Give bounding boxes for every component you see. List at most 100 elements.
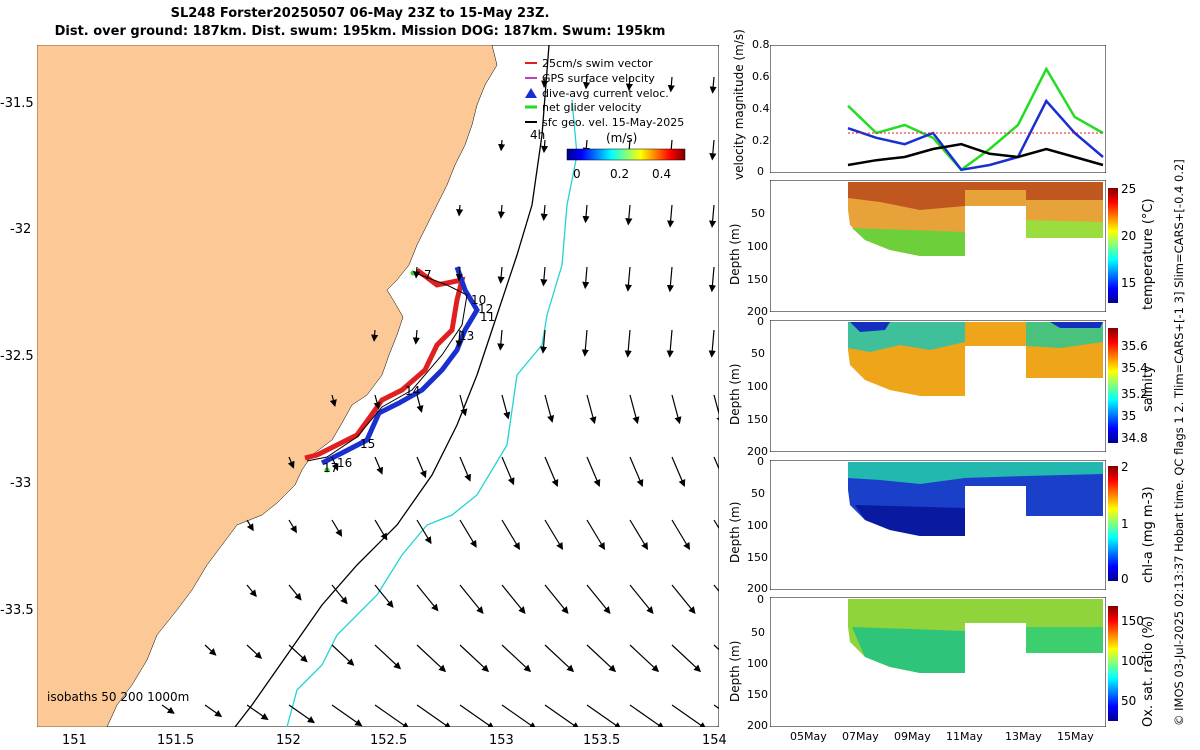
chl-label: chl-a (mg m-3) (1141, 486, 1156, 583)
oxygen-plot (770, 597, 1106, 727)
velocity-arrow (287, 456, 295, 469)
velocity-arrow (288, 644, 308, 663)
time-tick: 05May (790, 730, 827, 743)
velocity-arrow (456, 204, 464, 217)
velocity-arrow (544, 644, 575, 673)
lon-tick: 152.5 (370, 733, 408, 748)
depth-tick: 0 (757, 455, 764, 468)
legend-dive-marker (525, 88, 537, 98)
side-note: © IMOS 03-Jul-2025 02:13:37 Hobart time.… (1172, 159, 1186, 726)
velocity-arrow (586, 644, 617, 673)
legend-dive: dive-avg current veloc. (542, 87, 669, 100)
depth-tick: 100 (747, 240, 768, 253)
vel-series-0 (847, 66, 1104, 172)
velocity-arrows (161, 76, 719, 727)
lat-tick: -32 (10, 222, 32, 237)
vel-ytick: 0.4 (752, 102, 770, 115)
temperature-plot (770, 180, 1106, 312)
velocity-arrow (374, 456, 383, 475)
ox-cbar-tick: 100 (1121, 654, 1144, 668)
lon-tick: 151.5 (157, 733, 195, 748)
track-label-16: 16 (337, 456, 352, 470)
colorbar-tick-0: 0 (573, 167, 581, 181)
lat-tick: -33 (10, 476, 32, 491)
velocity-arrow (329, 394, 337, 407)
vel-series-1 (847, 98, 1104, 172)
velocity-arrow (416, 456, 427, 479)
velocity-arrow (666, 329, 674, 358)
velocity-arrow (671, 704, 707, 727)
velocity-arrow (667, 204, 675, 228)
depth-tick: 0 (757, 593, 764, 606)
velocity-arrow (541, 76, 549, 88)
velocity-arrow (629, 394, 640, 425)
velocity-arrow (708, 329, 716, 358)
velocity-arrow (713, 456, 719, 471)
velocity-arrow (416, 704, 452, 727)
velocity-arrow (582, 204, 590, 224)
velocity-arrow (497, 266, 505, 284)
velocity-arrow (204, 644, 217, 656)
temp-label: temperature (°C) (1141, 198, 1156, 310)
velocity-arrow (371, 329, 379, 342)
velocity-arrow (582, 266, 590, 290)
velocity-arrow (629, 519, 649, 551)
time-tick: 07May (842, 730, 879, 743)
velocity-arrow (671, 456, 686, 488)
velocity-arrow (246, 584, 257, 598)
oxygen-colorbar (1108, 606, 1118, 721)
track-start (410, 270, 416, 276)
velocity-arrow (204, 704, 223, 718)
depth-tick: 50 (751, 487, 765, 500)
track-label-15: 15 (360, 437, 375, 451)
velocity-arrow (413, 266, 421, 279)
legend-geo: sfc geo. vel. 15-May-2025 (542, 116, 684, 129)
track-label-17: 17 (323, 461, 338, 475)
salinity-plot (770, 320, 1106, 452)
velocity-arrow (539, 329, 548, 354)
depth-label: Depth (m) (728, 501, 742, 563)
chl-plot (770, 460, 1106, 590)
sal-cbar-tick: 35 (1121, 409, 1137, 423)
velocity-arrow (331, 584, 348, 605)
velocity-arrow (586, 519, 606, 551)
velocity-arrow (331, 704, 363, 727)
depth-tick: 200 (747, 445, 768, 458)
velocity-arrow (501, 456, 515, 486)
lon-tick: 153.5 (583, 733, 621, 748)
velocity-arrow (713, 394, 719, 425)
sal-cbar-tick: 34.8 (1121, 431, 1148, 445)
depth-tick: 150 (747, 273, 768, 286)
velocity-arrow (416, 519, 432, 545)
temperature-colorbar (1108, 188, 1118, 303)
map-legend: 25cm/s swim vector GPS surface velocity … (525, 57, 684, 129)
sal-cbar-tick: 35.2 (1121, 387, 1148, 401)
colorbar-tick-02: 0.2 (610, 167, 629, 181)
depth-tick: 100 (747, 519, 768, 532)
map-colorbar (566, 148, 686, 161)
velocity-arrow (288, 519, 297, 534)
velocity-arrow (331, 519, 343, 537)
chl-colorbar (1108, 466, 1118, 581)
velocity-arrow (586, 584, 611, 615)
velocity-arrow (412, 329, 420, 345)
velocity-arrow (498, 139, 506, 152)
velocity-arrow (624, 266, 633, 292)
ox-cbar-tick: 50 (1121, 694, 1137, 708)
velocity-arrow (544, 394, 555, 423)
depth-tick: 100 (747, 380, 768, 393)
depth-label: Depth (m) (728, 640, 742, 702)
velocity-plot (770, 45, 1106, 173)
sal-cbar-tick: 35.4 (1121, 361, 1148, 375)
time-tick: 09May (894, 730, 931, 743)
sal-cbar-tick: 35.6 (1121, 339, 1148, 353)
velocity-arrow (624, 329, 632, 358)
velocity-arrow (459, 704, 495, 727)
lat-tick: -31.5 (0, 96, 34, 111)
velocity-arrow (416, 394, 424, 413)
velocity-arrow (671, 394, 682, 425)
velocity-arrow (374, 644, 402, 670)
velocity-arrow (671, 644, 702, 673)
velocity-arrow (501, 394, 511, 420)
vel-ylabel: velocity magnitude (m/s) (732, 29, 746, 180)
